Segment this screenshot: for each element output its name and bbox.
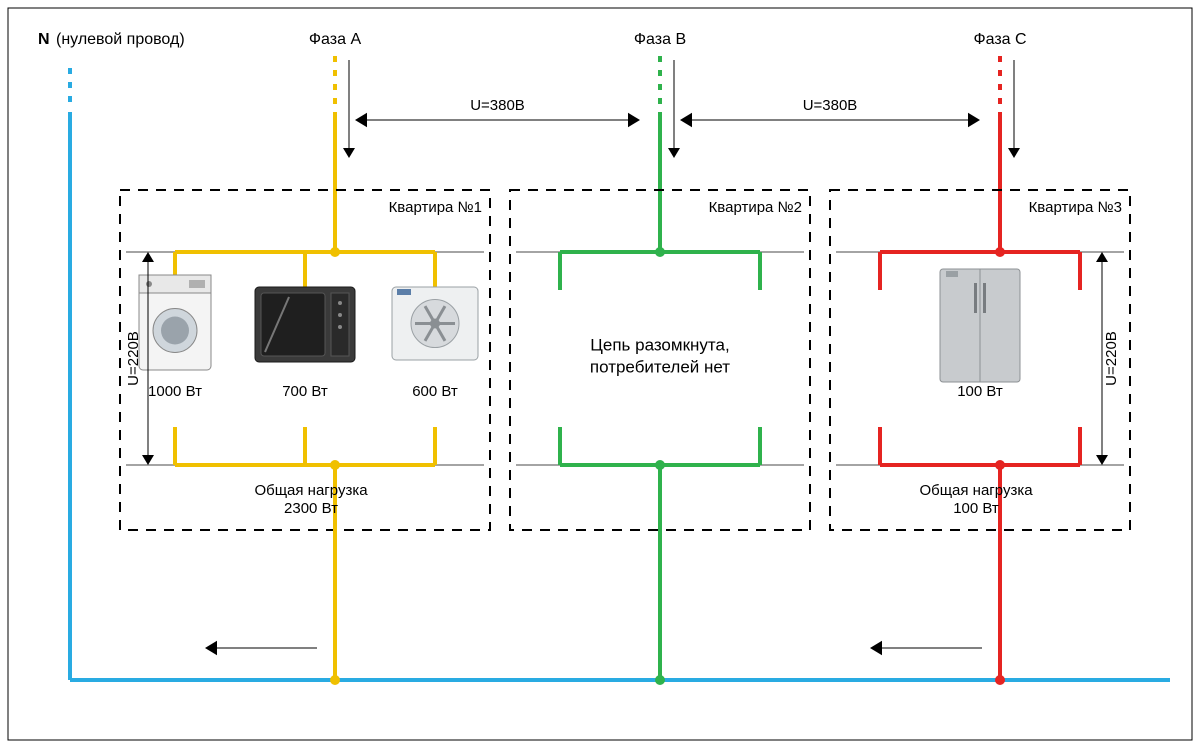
apartment-title-C: Квартира №3 [1029, 199, 1122, 216]
line-voltage-bc-label: U=380B [803, 97, 858, 114]
neutral-label-bold: N [38, 31, 50, 48]
arrowhead [628, 113, 640, 127]
arrowhead [1008, 148, 1020, 158]
phase-label-B: Фаза B [634, 31, 686, 48]
phase-label-C: Фаза C [973, 31, 1026, 48]
load-watt-fridge: 100 Вт [957, 383, 1003, 400]
total-C: Общая нагрузка100 Вт [919, 482, 1033, 517]
arrowhead [142, 455, 154, 465]
arrowhead [205, 641, 217, 655]
arrowhead [355, 113, 367, 127]
phase-label-A: Фаза A [309, 31, 362, 48]
total-A: Общая нагрузка2300 Вт [254, 482, 368, 517]
load-watt-microwave: 700 Вт [282, 383, 328, 400]
diagram-root: N (нулевой провод) U=380B U=380B Фаза A Квар… [0, 0, 1200, 748]
u220-label-C: U=220B [1103, 331, 1120, 386]
load-watt-ac: 600 Вт [412, 383, 458, 400]
open-text-B: Цепь разомкнута,потребителей нет [590, 336, 730, 377]
arrowhead [680, 113, 692, 127]
node-neutral-C [995, 675, 1005, 685]
u220-label-A: U=220B [125, 331, 142, 386]
arrowhead [343, 148, 355, 158]
node-top-B [655, 247, 665, 257]
apartment-title-B: Квартира №2 [709, 199, 802, 216]
line-voltage-ab-label: U=380B [470, 97, 525, 114]
node-top-C [995, 247, 1005, 257]
arrowhead [142, 252, 154, 262]
neutral-label: (нулевой провод) [56, 31, 185, 48]
microwave-icon [255, 287, 355, 362]
node-neutral-A [330, 675, 340, 685]
node-neutral-B [655, 675, 665, 685]
washer-icon [139, 275, 211, 370]
apartment-title-A: Квартира №1 [389, 199, 482, 216]
arrowhead [1096, 252, 1108, 262]
arrowhead [870, 641, 882, 655]
arrowhead [668, 148, 680, 158]
load-watt-washer: 1000 Вт [148, 383, 202, 400]
node-top-A [330, 247, 340, 257]
arrowhead [1096, 455, 1108, 465]
arrowhead [968, 113, 980, 127]
